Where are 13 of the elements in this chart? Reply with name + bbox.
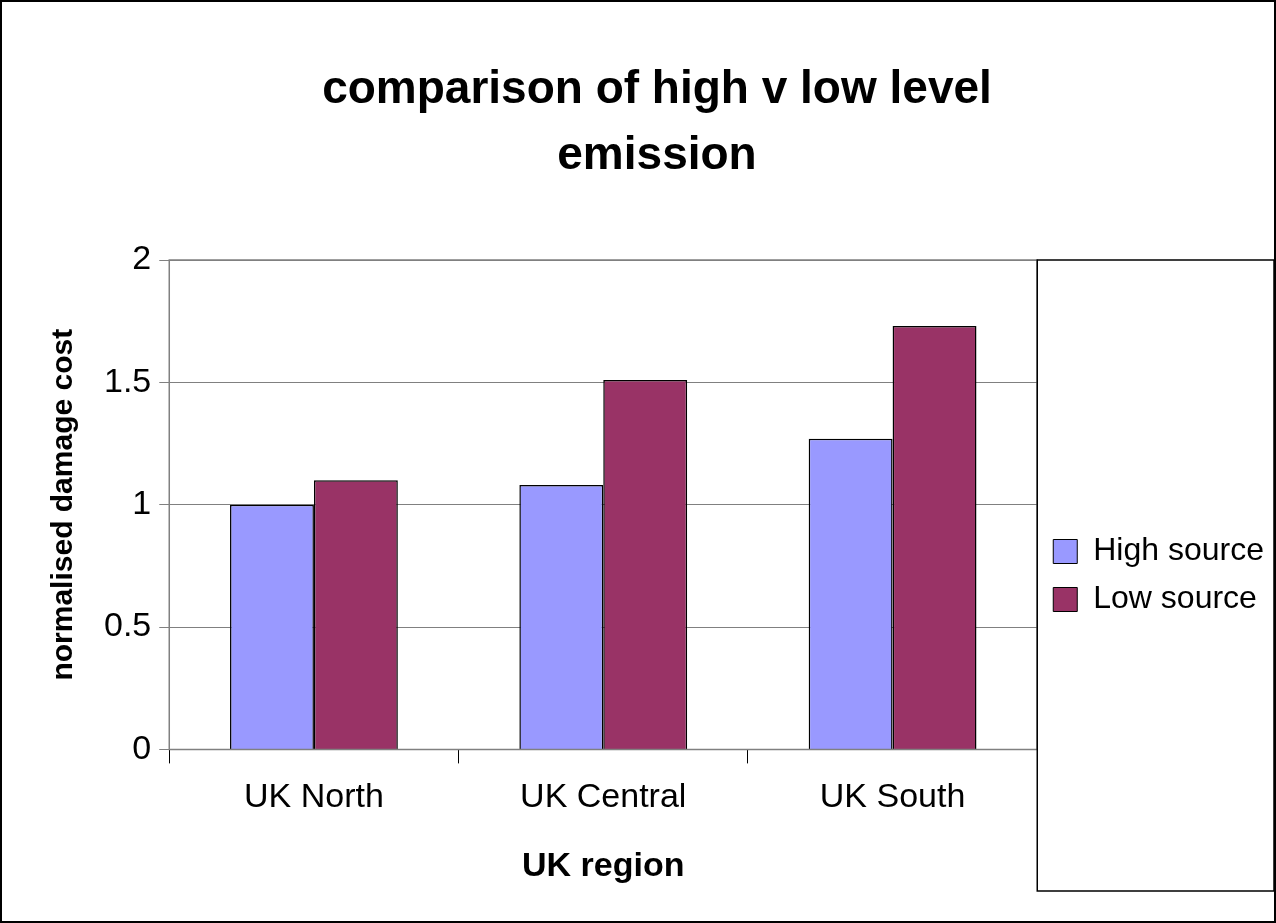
legend-label: High source [1093, 531, 1264, 568]
y-tick-label: 0 [132, 727, 152, 766]
chart-title: comparison of high v low level emission [321, 60, 993, 181]
legend-label: Low source [1093, 579, 1257, 616]
x-axis-title: UK region [522, 844, 685, 883]
y-tick-label: 1.5 [104, 360, 152, 399]
x-tick-label: UK South [819, 776, 966, 815]
x-tick-label: UK Central [520, 776, 687, 815]
x-tick-label: UK North [244, 776, 384, 815]
y-tick-label: 0.5 [104, 605, 152, 644]
y-tick-label: 2 [132, 238, 152, 277]
y-axis-title: normalised damage cost [45, 328, 79, 681]
y-tick-label: 1 [132, 483, 152, 522]
